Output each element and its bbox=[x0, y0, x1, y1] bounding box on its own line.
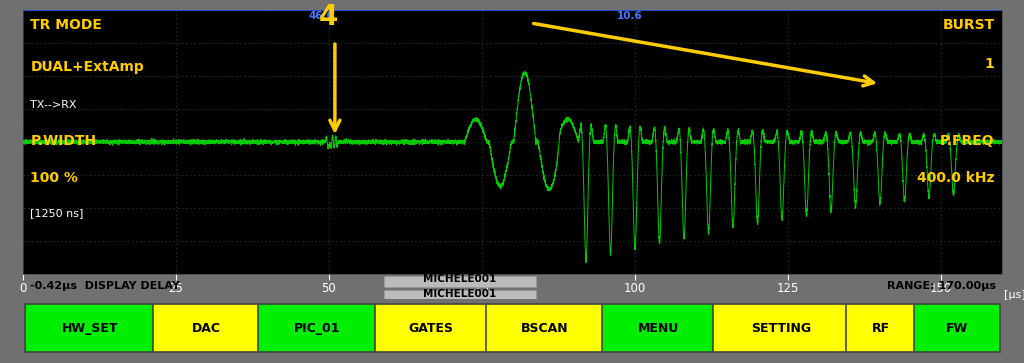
Text: GATES: GATES bbox=[409, 322, 454, 335]
Text: DAC: DAC bbox=[193, 322, 221, 335]
FancyBboxPatch shape bbox=[485, 305, 604, 352]
Text: SETTING: SETTING bbox=[751, 322, 811, 335]
Text: DUAL+ExtAmp: DUAL+ExtAmp bbox=[31, 60, 144, 74]
Text: P.WIDTH: P.WIDTH bbox=[31, 134, 96, 148]
FancyBboxPatch shape bbox=[384, 290, 536, 301]
Text: 46.0: 46.0 bbox=[308, 11, 335, 21]
Text: 400.0 kHz: 400.0 kHz bbox=[918, 171, 994, 185]
Text: MENU: MENU bbox=[638, 322, 680, 335]
Text: -0.42µs  DISPLAY DELAY: -0.42µs DISPLAY DELAY bbox=[31, 281, 180, 291]
Text: 1: 1 bbox=[985, 57, 994, 72]
Text: 4: 4 bbox=[319, 3, 339, 31]
FancyBboxPatch shape bbox=[846, 305, 915, 352]
Text: FW: FW bbox=[945, 322, 968, 335]
Text: 10.6: 10.6 bbox=[617, 11, 643, 21]
Text: TX-->RX: TX-->RX bbox=[31, 100, 77, 110]
Text: PIC_01: PIC_01 bbox=[294, 322, 341, 335]
FancyBboxPatch shape bbox=[26, 305, 155, 352]
Text: P.FREQ: P.FREQ bbox=[940, 134, 994, 148]
Text: BURST: BURST bbox=[942, 18, 994, 32]
Text: MICHELE001: MICHELE001 bbox=[423, 289, 497, 299]
Text: [µs]: [µs] bbox=[1005, 290, 1024, 300]
Text: MICHELE001: MICHELE001 bbox=[423, 274, 497, 284]
FancyBboxPatch shape bbox=[153, 305, 260, 352]
Text: RANGE: 170.00µs: RANGE: 170.00µs bbox=[887, 281, 995, 291]
Text: HW_SET: HW_SET bbox=[61, 322, 119, 335]
Text: [1250 ns]: [1250 ns] bbox=[31, 208, 84, 218]
FancyBboxPatch shape bbox=[602, 305, 716, 352]
FancyBboxPatch shape bbox=[258, 305, 377, 352]
Text: RF: RF bbox=[871, 322, 890, 335]
Text: TR MODE: TR MODE bbox=[31, 18, 102, 32]
FancyBboxPatch shape bbox=[384, 276, 536, 287]
Text: 100 %: 100 % bbox=[31, 171, 78, 185]
Text: BSCAN: BSCAN bbox=[521, 322, 569, 335]
FancyBboxPatch shape bbox=[375, 305, 487, 352]
FancyBboxPatch shape bbox=[913, 305, 999, 352]
FancyBboxPatch shape bbox=[714, 305, 848, 352]
